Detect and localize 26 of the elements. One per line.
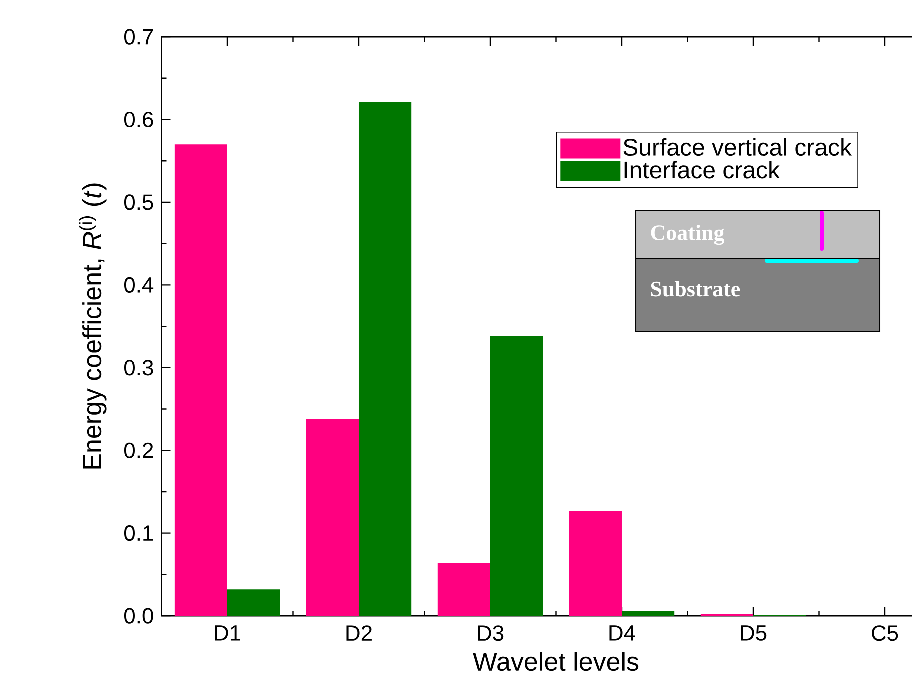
y-tick-label: 0.5 [124, 194, 154, 210]
y-tick-label: 0.6 [124, 112, 154, 128]
bar [306, 419, 359, 616]
x-tick-label: D1 [215, 626, 240, 641]
y-tick-label: 0.3 [124, 360, 154, 376]
x-axis-title: Wavelet levels [473, 652, 639, 672]
x-tick-label: C5 [872, 626, 898, 642]
bar [174, 144, 228, 616]
y-tick-label: 0.1 [124, 526, 154, 542]
x-tick-label: D3 [478, 626, 504, 642]
y-tick-label: 0.2 [124, 442, 154, 458]
bar [622, 611, 675, 616]
x-tick-label: D5 [741, 626, 767, 641]
legend-label: Interface crack [624, 161, 780, 179]
bar [490, 336, 544, 616]
bar [358, 102, 412, 616]
bar [227, 590, 280, 616]
x-tick-label: D4 [610, 626, 636, 641]
legend-label: Surface vertical crack [624, 138, 852, 156]
y-tick-label: 0.0 [124, 608, 154, 624]
y-axis-title: Energy coefficient, R$^{(i)}$ (t) [79, 184, 107, 469]
bar [569, 510, 622, 616]
x-tick-label: D2 [346, 626, 372, 641]
bar [438, 563, 490, 616]
y-tick-label: 0.4 [124, 277, 154, 293]
y-tick-label: 0.7 [124, 29, 154, 45]
